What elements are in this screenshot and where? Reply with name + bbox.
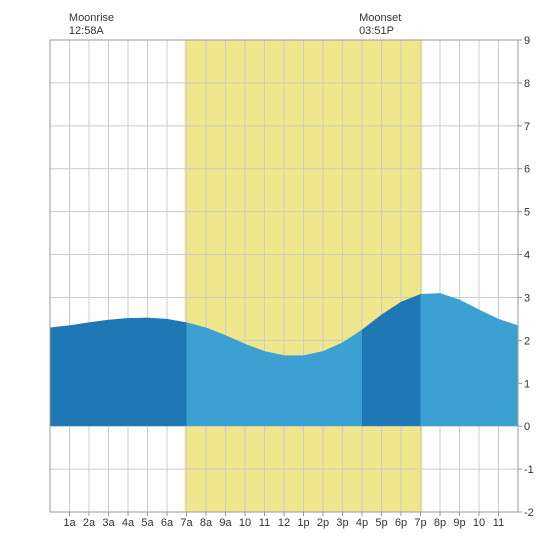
tide-segment: [50, 325, 70, 426]
x-tick-label: 9p: [453, 517, 465, 529]
x-tick-label: 8a: [200, 517, 213, 529]
y-tick-label: 7: [524, 121, 530, 133]
x-tick-label: 5a: [141, 517, 154, 529]
x-tick-label: 2a: [83, 517, 96, 529]
y-tick-label: 4: [524, 250, 530, 262]
x-tick-label: 11: [259, 517, 270, 529]
x-tick-label: 4p: [356, 517, 368, 529]
y-tick-label: 0: [524, 421, 530, 433]
x-tick-label: 2p: [317, 517, 329, 529]
y-tick-label: 9: [524, 35, 530, 47]
x-tick-label: 7p: [414, 517, 426, 529]
y-tick-label: 6: [524, 164, 530, 176]
x-tick-label: 12: [278, 517, 290, 529]
x-tick-label: 6p: [395, 517, 407, 529]
x-tick-label: 1a: [63, 517, 76, 529]
y-tick-label: 5: [524, 207, 530, 219]
y-tick-label: -1: [524, 464, 534, 476]
tide-segment: [70, 318, 187, 427]
y-tick-label: 8: [524, 78, 530, 90]
x-tick-label: 10: [473, 517, 485, 529]
y-tick-label: 2: [524, 335, 530, 347]
x-tick-label: 4a: [122, 517, 135, 529]
x-tick-label: 8p: [434, 517, 446, 529]
x-tick-label: 1p: [297, 517, 309, 529]
x-tick-label: 3p: [336, 517, 348, 529]
tide-chart: Moonrise 12:58A Moonset 03:51P -2-101234…: [10, 10, 540, 540]
y-tick-label: 1: [524, 378, 530, 390]
x-tick-label: 10: [239, 517, 251, 529]
x-tick-label: 7a: [180, 517, 193, 529]
x-tick-label: 6a: [161, 517, 174, 529]
x-tick-label: 11: [493, 517, 504, 529]
x-tick-label: 9a: [219, 517, 232, 529]
y-tick-label: 3: [524, 292, 530, 304]
y-tick-label: -2: [524, 507, 534, 519]
x-tick-label: 3a: [102, 517, 115, 529]
x-tick-label: 5p: [375, 517, 387, 529]
chart-svg: -2-101234567891a2a3a4a5a6a7a8a9a1011121p…: [10, 10, 540, 540]
